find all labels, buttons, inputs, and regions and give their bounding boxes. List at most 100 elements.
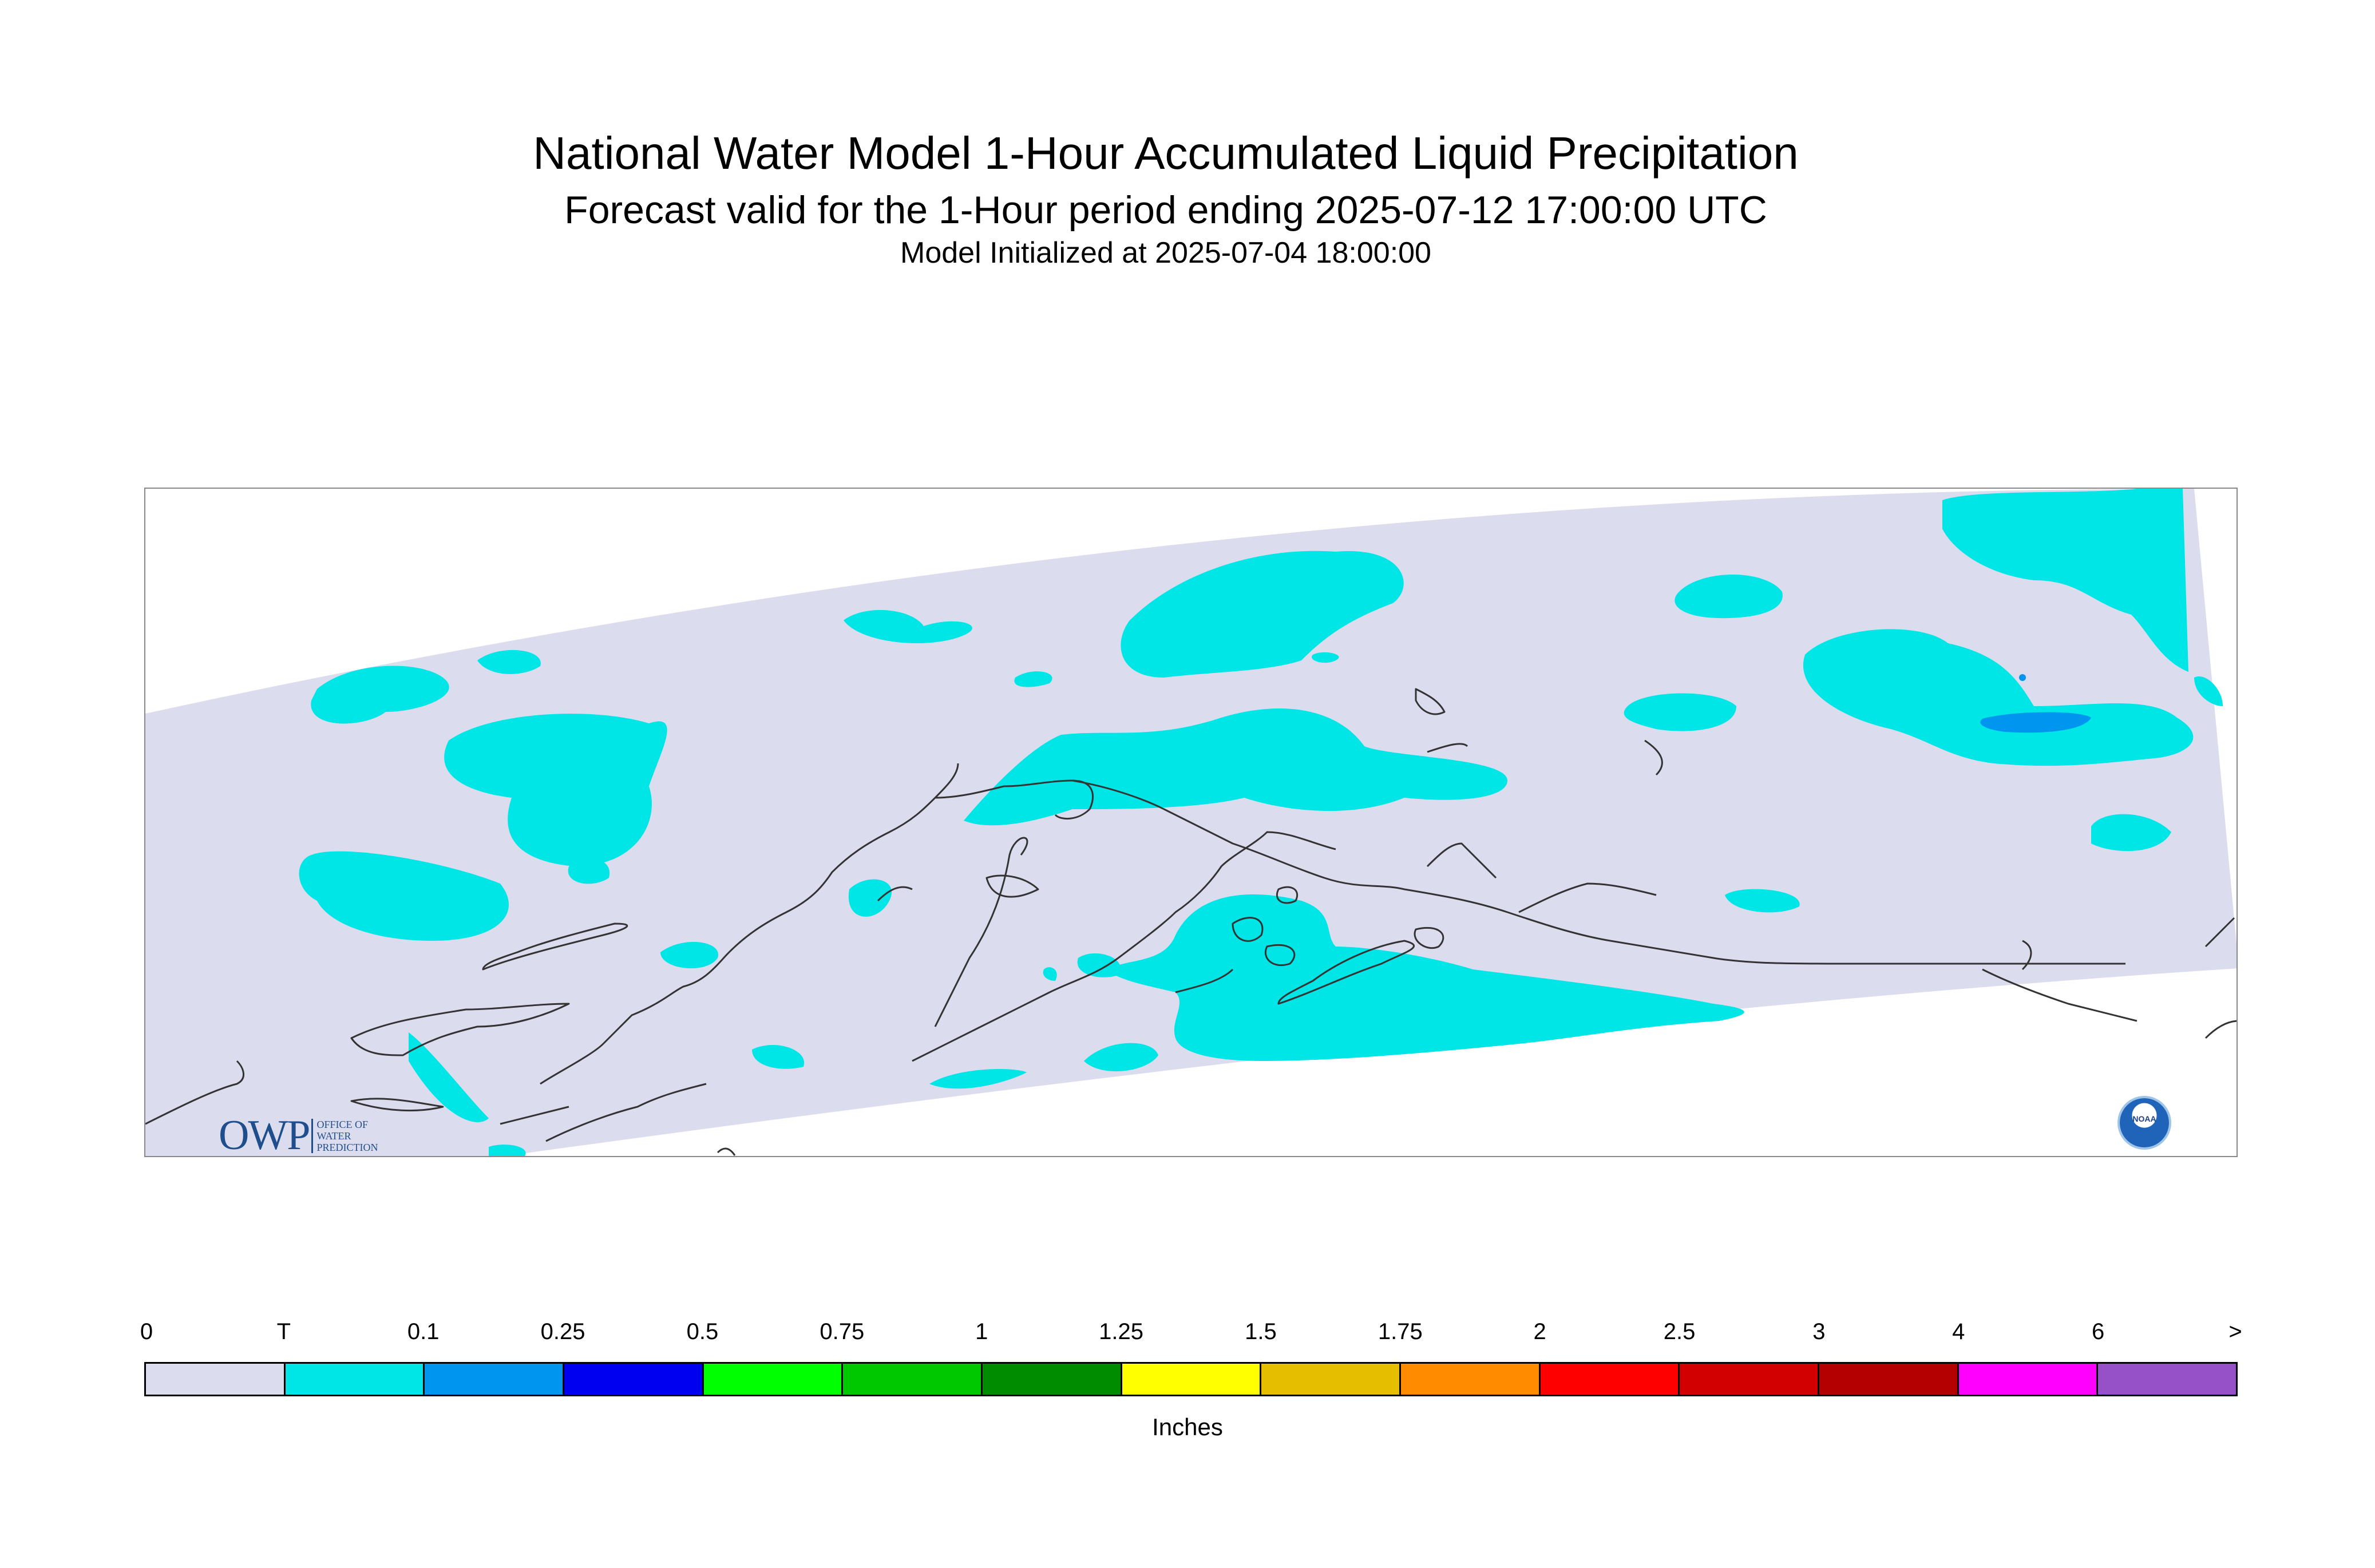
coastline: [350, 1003, 570, 1056]
legend-tick-label: 1.5: [1245, 1319, 1277, 1344]
legend-tick-label: 2.5: [1663, 1319, 1696, 1344]
coastline: [1232, 917, 1264, 942]
precip-blob: [752, 1044, 805, 1069]
precip-blob: [1942, 489, 2188, 672]
coastline: [985, 874, 1039, 898]
legend-units-label: Inches: [1152, 1413, 1223, 1440]
precip-blob: [489, 1145, 526, 1156]
legend-color-cell: [983, 1364, 1122, 1395]
precip-blob: [2091, 814, 2171, 852]
precip-blob: [1084, 1043, 1158, 1072]
precipitation-map: OWP OFFICE OF WATER PREDICTION NOAA: [144, 488, 2238, 1157]
map-subtitle: Forecast valid for the 1-Hour period end…: [564, 188, 1767, 232]
legend-color-cell: [1122, 1364, 1262, 1395]
legend-tick-label: 4: [1952, 1319, 1965, 1344]
precip-blob: [844, 609, 972, 643]
coastline: [2204, 917, 2235, 948]
noaa-logo: NOAA: [2120, 1098, 2169, 1147]
legend-color-cell: [285, 1364, 425, 1395]
legend-tick-label: 0: [140, 1319, 153, 1344]
legend-color-cell: [703, 1364, 844, 1395]
model-init-line: Model Initialized at 2025-07-04 18:00:00: [900, 236, 1431, 270]
precip-trace-areas: [299, 489, 2223, 1156]
precip-blob: [1043, 967, 1057, 981]
owp-logo: OWP OFFICE OF WATER PREDICTION: [219, 1111, 378, 1157]
legend-color-cell: [425, 1364, 565, 1395]
owp-logo-line: OFFICE OF: [316, 1118, 368, 1130]
coastline: [482, 922, 628, 971]
legend-color-cell: [1261, 1364, 1402, 1395]
legend-color-cell: [1958, 1364, 2099, 1395]
noaa-logo-text: NOAA: [2132, 1114, 2156, 1123]
coastline: [1426, 842, 1497, 879]
legend-tick-label: 0.25: [540, 1319, 585, 1344]
legend-tick-label: >: [2228, 1319, 2242, 1344]
precip-blob: [2194, 676, 2223, 706]
legend-color-cell: [843, 1364, 983, 1395]
coastline: [877, 886, 913, 902]
precip-blob: [409, 1032, 489, 1122]
legend-tick-label: 3: [1812, 1319, 1826, 1344]
precip-blob: [477, 650, 541, 674]
precip-blob: [964, 708, 1507, 826]
coastline: [2204, 1020, 2237, 1039]
legend-tick-label: 0.5: [686, 1319, 719, 1344]
coastline: [1264, 944, 1296, 967]
coastline: [912, 831, 1336, 1062]
legend-color-cell: [1401, 1364, 1541, 1395]
coastline: [1175, 968, 1234, 993]
coastline: [1414, 926, 1444, 949]
coastline: [540, 763, 959, 1085]
precip-blob: [1107, 894, 1744, 1061]
legend-color-cell: [1540, 1364, 1680, 1395]
precip-blob: [1725, 889, 1800, 913]
precip-blob: [311, 666, 449, 724]
legend-color-cell: [564, 1364, 704, 1395]
precip-blob: [929, 1069, 1027, 1089]
precip-blob: [299, 851, 509, 941]
precip-blob: [1624, 693, 1736, 731]
precip-light-dot: [2019, 674, 2026, 681]
coastline: [545, 1083, 707, 1142]
legend-tick-label: 0.1: [407, 1319, 440, 1344]
coastline: [1415, 688, 1446, 715]
legend-color-cell: [146, 1364, 286, 1395]
precip-blob: [444, 714, 667, 866]
precip-blob: [1803, 629, 2194, 766]
precip-color-legend: [144, 1362, 2238, 1396]
coastline: [1644, 739, 1663, 776]
coastline: [1518, 882, 1657, 913]
precip-blob: [1121, 551, 1404, 678]
owp-logo-line: WATER: [316, 1130, 351, 1142]
precip-blob: [1675, 575, 1783, 619]
coastline: [350, 1098, 444, 1112]
coastline: [717, 1147, 736, 1156]
legend-tick-label: 6: [2092, 1319, 2105, 1344]
precip-blob: [1312, 652, 1339, 663]
legend-tick-label: 1.25: [1099, 1319, 1143, 1344]
owp-logo-line: PREDICTION: [316, 1141, 378, 1153]
legend-color-cell: [1819, 1364, 1959, 1395]
coastlines: [145, 688, 2237, 1156]
coastline: [2021, 940, 2032, 971]
coastline: [935, 779, 1094, 820]
legend-color-cell: [1680, 1364, 1820, 1395]
map-canvas: [145, 489, 2237, 1156]
precip-blob: [660, 941, 718, 969]
map-title: National Water Model 1-Hour Accumulated …: [533, 128, 1799, 179]
precip-blob: [848, 879, 892, 917]
legend-tick-label: T: [276, 1319, 291, 1344]
legend-tick-label: 2: [1533, 1319, 1546, 1344]
precip-blob: [568, 858, 610, 884]
coastline: [1427, 743, 1468, 753]
precip-blob: [1014, 671, 1052, 687]
coastline: [1072, 779, 2125, 965]
legend-tick-label: 0.75: [820, 1319, 865, 1344]
owp-logo-mark: OWP: [219, 1112, 310, 1157]
legend-tick-label: 1: [975, 1319, 988, 1344]
coastline: [1982, 968, 2138, 1022]
precip-light-area: [1980, 712, 2091, 733]
legend-tick-label: 1.75: [1378, 1319, 1423, 1344]
coastline: [1277, 940, 1415, 1005]
owp-logo-text: OFFICE OF WATER PREDICTION: [311, 1118, 378, 1153]
